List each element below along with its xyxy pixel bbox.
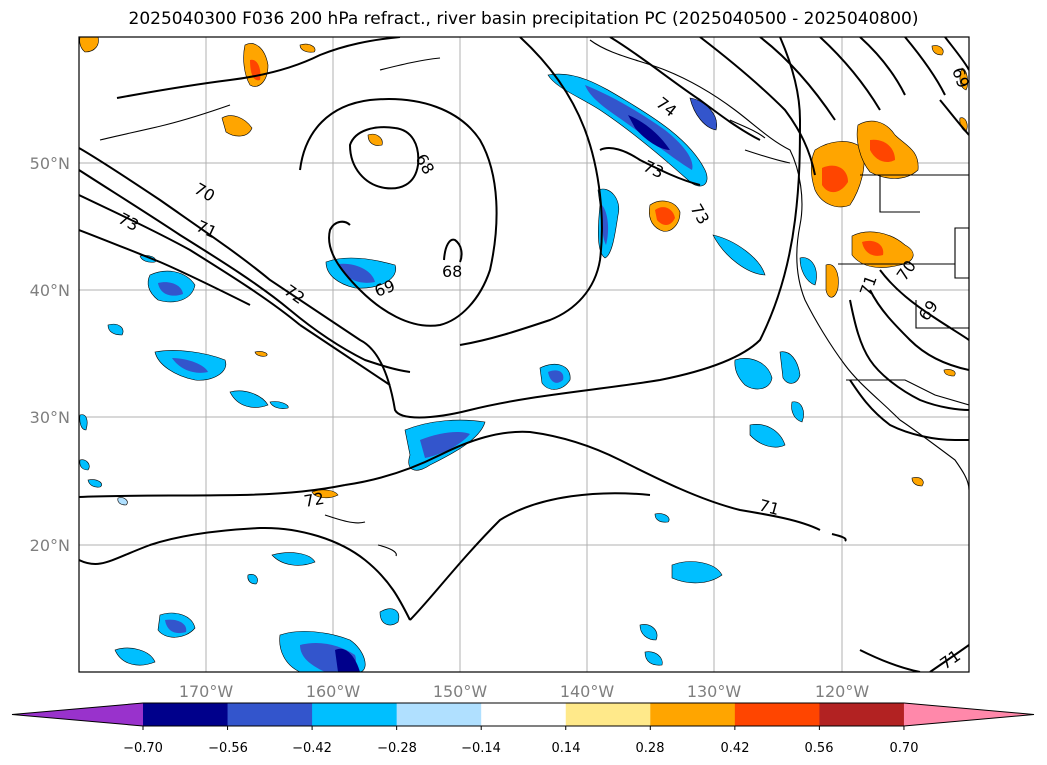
map-area: [79, 37, 969, 672]
colorbar-segment: [143, 703, 229, 726]
colorbar-tick-label: 0.70: [890, 741, 919, 756]
lon-label-150w: 150°W: [433, 682, 488, 701]
colorbar-segment: [481, 703, 567, 726]
latitude-labels: 50°N 40°N 30°N 20°N: [30, 154, 70, 555]
colorbar-segment: [819, 703, 905, 726]
lon-label-160w: 160°W: [306, 682, 361, 701]
precipitation-pc-shading: [79, 37, 968, 672]
colorbar-segment: [650, 703, 736, 726]
lon-label-130w: 130°W: [687, 682, 742, 701]
contour-label: 71: [757, 496, 782, 520]
colorbar-tick-label: 0.42: [721, 741, 750, 756]
colorbar-tick-label: 0.28: [636, 741, 665, 756]
colorbar-segment: [227, 703, 313, 726]
colorbar-tick-label: −0.14: [461, 741, 501, 756]
colorbar-segment: [396, 703, 482, 726]
colorbar-tick-label: −0.70: [123, 741, 163, 756]
map-border: [78, 36, 970, 673]
colorbar: [11, 702, 1035, 730]
colorbar-segment: [565, 703, 651, 726]
colorbar-segment: [734, 703, 820, 726]
colorbar-tick-labels: −0.70 −0.56 −0.42 −0.28 −0.14 0.14 0.28 …: [123, 741, 918, 756]
lon-label-120w: 120°W: [815, 682, 870, 701]
graticule: [79, 37, 969, 672]
contour-label: 72: [302, 489, 325, 511]
contour-label: 68: [442, 262, 462, 281]
refractivity-contours: [79, 37, 969, 672]
colorbar-extend-min: [12, 703, 143, 726]
colorbar-tick-label: 0.56: [805, 741, 834, 756]
colorbar-segment: [312, 703, 398, 726]
lat-label-40n: 40°N: [30, 281, 70, 300]
colorbar-tick-label: −0.56: [208, 741, 248, 756]
longitude-labels: 170°W 160°W 150°W 140°W 130°W 120°W: [179, 682, 870, 701]
lon-label-170w: 170°W: [179, 682, 234, 701]
lat-label-50n: 50°N: [30, 154, 70, 173]
coastlines: [99, 39, 969, 557]
lon-label-140w: 140°W: [560, 682, 615, 701]
lat-label-20n: 20°N: [30, 536, 70, 555]
colorbar-tick-label: −0.28: [377, 741, 417, 756]
colorbar-tick-label: −0.42: [292, 741, 332, 756]
lat-label-30n: 30°N: [30, 408, 70, 427]
chart-title: 2025040300 F036 200 hPa refract., river …: [128, 9, 919, 29]
colorbar-extend-max: [903, 703, 1034, 726]
colorbar-tick-label: 0.14: [552, 741, 581, 756]
